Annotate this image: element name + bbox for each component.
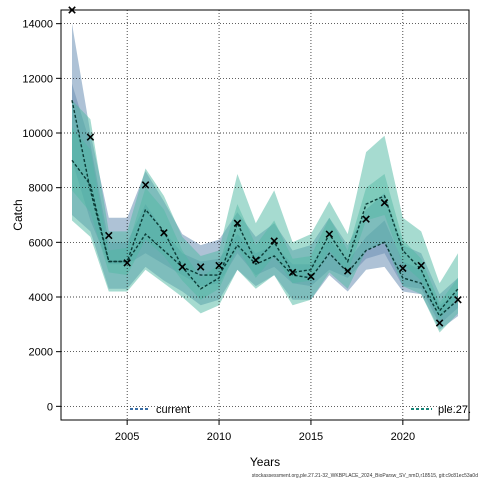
median-line-0 bbox=[71, 100, 459, 318]
legend-current: current bbox=[130, 404, 190, 416]
y-tick-label: 8000 bbox=[29, 183, 53, 195]
y-tick-label: 12000 bbox=[22, 73, 53, 85]
x-axis: 2005 2010 2015 2020 bbox=[115, 420, 415, 443]
observed-point bbox=[105, 231, 113, 240]
y-axis: 0 2000 4000 6000 8000 10000 12000 14000 bbox=[22, 19, 61, 413]
observed-point bbox=[380, 198, 389, 207]
y-tick-label: 6000 bbox=[29, 237, 53, 249]
observed-point bbox=[343, 267, 352, 275]
observed-point bbox=[215, 261, 223, 270]
observed-point bbox=[178, 263, 187, 271]
observed-point bbox=[362, 215, 370, 223]
plot-frame bbox=[60, 9, 470, 421]
observed-point bbox=[196, 263, 205, 271]
confidence-bands bbox=[72, 23, 458, 333]
y-axis-title: Catch bbox=[11, 199, 25, 230]
median-lines bbox=[71, 100, 459, 318]
observed-point bbox=[288, 268, 297, 277]
observed-point bbox=[123, 259, 131, 267]
footnote: stockassessment.org,ple.27.21-32_WKBPLAC… bbox=[252, 473, 478, 479]
observed-point bbox=[86, 133, 95, 141]
observed-point bbox=[270, 237, 278, 245]
observed-point bbox=[307, 272, 315, 281]
observed-point bbox=[160, 229, 168, 237]
x-axis-title: Years bbox=[250, 455, 280, 469]
x-tick-label: 2015 bbox=[299, 431, 323, 443]
y-tick-label: 14000 bbox=[22, 19, 53, 31]
legend-label-ple27: ple.27. bbox=[438, 404, 471, 416]
y-tick-label: 10000 bbox=[22, 128, 53, 140]
observed-point bbox=[233, 219, 242, 227]
observed-point bbox=[252, 256, 260, 264]
x-tick-label: 2010 bbox=[207, 431, 231, 443]
observed-point bbox=[417, 261, 425, 270]
legend-label-current: current bbox=[156, 404, 190, 416]
median-line-1 bbox=[71, 159, 459, 313]
observed-point bbox=[325, 230, 334, 238]
x-tick-label: 2005 bbox=[115, 431, 139, 443]
band-inner-1 bbox=[72, 127, 458, 319]
band-outer-1 bbox=[72, 100, 458, 333]
x-tick-label: 2020 bbox=[391, 431, 415, 443]
y-tick-label: 4000 bbox=[29, 292, 53, 304]
observed-point bbox=[454, 295, 462, 304]
observed-point bbox=[399, 264, 407, 273]
grid-lines bbox=[61, 10, 469, 420]
y-tick-label: 0 bbox=[47, 401, 53, 413]
y-tick-label: 2000 bbox=[29, 347, 53, 359]
observed-points bbox=[68, 6, 462, 327]
observed-point bbox=[141, 181, 150, 189]
legend-ple27: ple.27. bbox=[411, 404, 471, 416]
observed-point bbox=[435, 319, 444, 327]
